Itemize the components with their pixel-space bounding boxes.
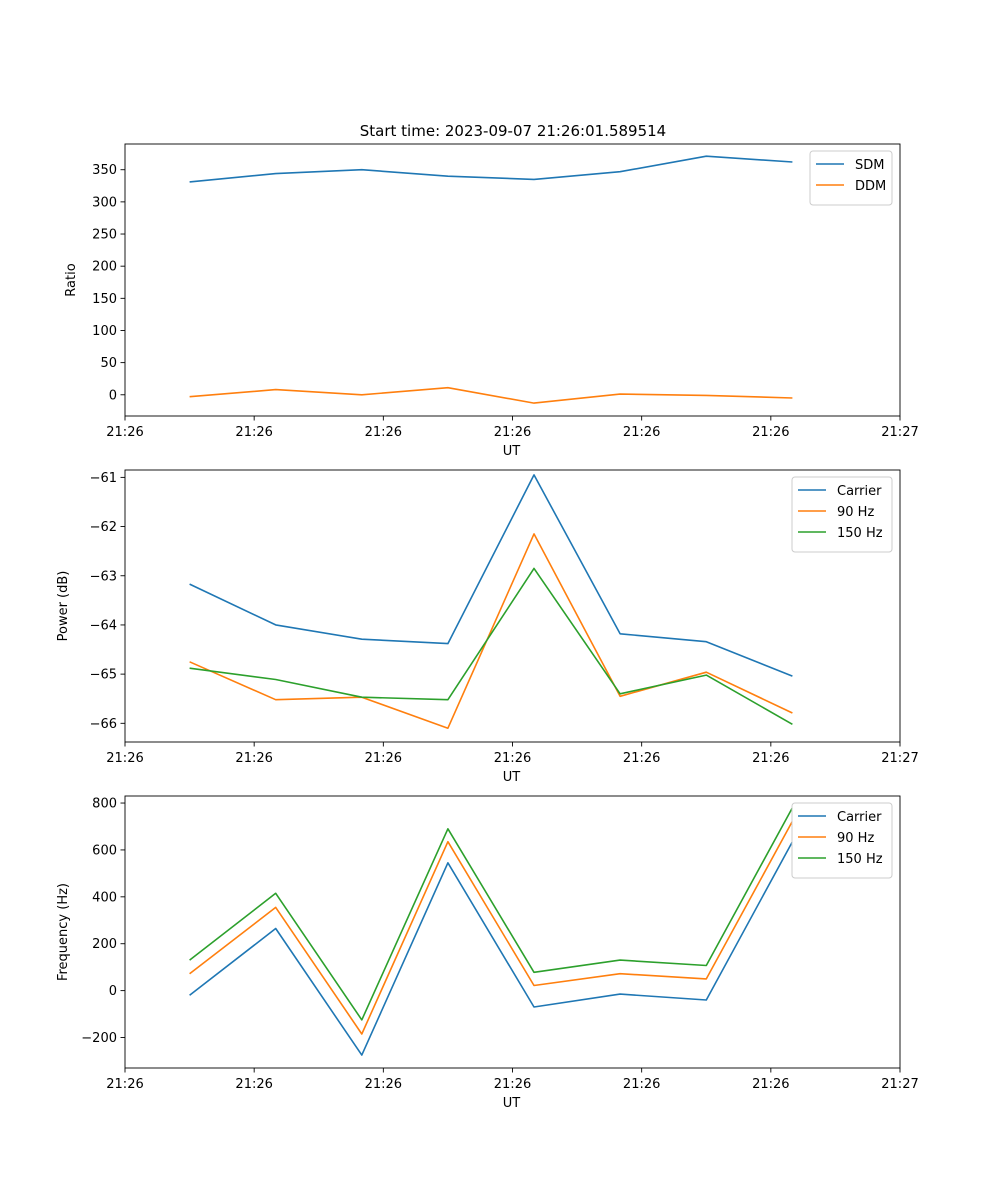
series-line-90-hz	[189, 533, 793, 730]
y-tick-label: 200	[92, 260, 117, 275]
x-axis-label: UT	[503, 444, 521, 459]
x-tick-label: 21:26	[235, 751, 272, 766]
y-tick-label: 800	[92, 797, 117, 812]
x-axis-label: UT	[503, 770, 521, 785]
x-tick-label: 21:26	[623, 1077, 660, 1092]
x-tick-label: 21:26	[106, 1077, 143, 1092]
y-axis-label: Ratio	[64, 263, 79, 296]
y-tick-label: −65	[90, 668, 117, 683]
legend: Carrier 90 Hz 150 Hz	[791, 476, 893, 553]
x-tick-label: 21:26	[752, 1077, 789, 1092]
x-tick-label: 21:26	[365, 1077, 402, 1092]
x-tick-label: 21:26	[494, 751, 531, 766]
series-line-150-hz	[189, 807, 794, 1021]
x-tick-label: 21:26	[494, 425, 531, 440]
x-tick-label: 21:26	[623, 751, 660, 766]
y-tick-label: 200	[92, 937, 117, 952]
x-axis-label: UT	[503, 1096, 521, 1111]
series-line-90-hz	[189, 820, 794, 1035]
y-tick-label: −62	[90, 520, 117, 535]
y-tick-label: 50	[100, 356, 117, 371]
legend-box	[791, 476, 893, 553]
x-tick-label: 21:26	[365, 751, 402, 766]
legend-label: 150 Hz	[837, 852, 883, 867]
y-tick-label: −61	[90, 471, 117, 486]
legend-label: 90 Hz	[837, 505, 874, 520]
y-tick-label: 400	[92, 890, 117, 905]
legend-label: 150 Hz	[837, 526, 883, 541]
y-tick-label: 600	[92, 843, 117, 858]
chart-panel-3: 21:26 21:26 21:26 21:26 21:26 21:26 21:27 −200 0…	[56, 795, 919, 1111]
x-tick-label: 21:26	[752, 751, 789, 766]
legend-label: DDM	[855, 179, 886, 194]
x-tick-label: 21:26	[106, 425, 143, 440]
x-tick-label: 21:26	[494, 1077, 531, 1092]
x-tick-label: 21:27	[881, 751, 918, 766]
y-tick-label: −64	[90, 618, 117, 633]
y-tick-label: 0	[109, 984, 117, 999]
legend: SDM DDM	[809, 150, 893, 206]
legend-box	[791, 802, 893, 879]
legend: Carrier 90 Hz 150 Hz	[791, 802, 893, 879]
y-tick-label: 350	[92, 163, 117, 178]
chart-panel-2: 21:26 21:26 21:26 21:26 21:26 21:26 21:27 −66 −6…	[56, 469, 919, 785]
x-tick-label: 21:27	[881, 1077, 918, 1092]
y-tick-label: −66	[90, 717, 117, 732]
x-tick-label: 21:26	[235, 425, 272, 440]
y-tick-label: 100	[92, 324, 117, 339]
series-line-carrier	[189, 841, 794, 1056]
x-tick-label: 21:26	[106, 751, 143, 766]
y-tick-label: −63	[90, 569, 117, 584]
y-tick-label: 300	[92, 195, 117, 210]
series-line-sdm	[189, 155, 793, 183]
y-tick-label: 250	[92, 228, 117, 243]
x-tick-label: 21:27	[881, 425, 918, 440]
axes-frame	[124, 143, 901, 417]
x-tick-label: 21:26	[623, 425, 660, 440]
legend-label: Carrier	[837, 484, 882, 499]
x-tick-label: 21:26	[752, 425, 789, 440]
legend-label: 90 Hz	[837, 831, 874, 846]
chart-panel-1: 21:26 21:26 21:26 21:26 21:26 21:26 21:27 0 50 10…	[64, 143, 919, 459]
legend-label: Carrier	[837, 810, 882, 825]
y-tick-label: 0	[109, 388, 117, 403]
x-tick-label: 21:26	[365, 425, 402, 440]
series-line-150-hz	[189, 567, 793, 725]
y-tick-label: 150	[92, 292, 117, 307]
figure-title: Start time: 2023-09-07 21:26:01.589514	[360, 122, 666, 140]
axes-frame	[124, 469, 901, 743]
y-tick-label: −200	[81, 1031, 117, 1046]
series-line-ddm	[189, 386, 793, 404]
x-tick-label: 21:26	[235, 1077, 272, 1092]
series-line-carrier	[189, 474, 793, 677]
y-axis-label: Power (dB)	[56, 571, 71, 642]
y-axis-label: Frequency (Hz)	[56, 883, 71, 981]
legend-label: SDM	[855, 158, 884, 173]
